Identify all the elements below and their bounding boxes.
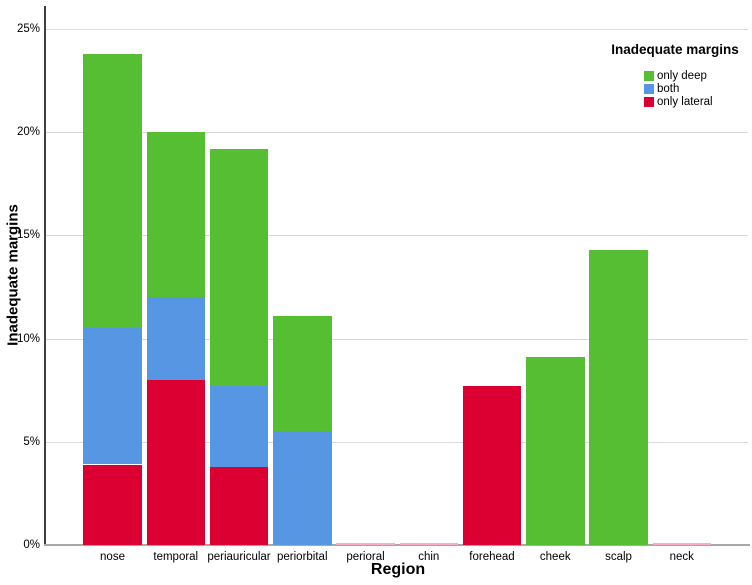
near-zero-bar xyxy=(399,543,458,545)
gridline xyxy=(46,235,748,237)
gridline xyxy=(46,29,748,30)
bar-segment xyxy=(273,431,332,545)
x-tick-label: periauricular xyxy=(207,551,271,563)
y-tick-label: 5% xyxy=(23,435,40,448)
bar-segment xyxy=(462,386,522,545)
bar-segment xyxy=(273,315,332,432)
x-axis-line xyxy=(44,544,750,546)
y-axis-line xyxy=(44,6,46,545)
x-tick-label: cheek xyxy=(539,551,571,563)
x-tick-label: nose xyxy=(100,551,125,563)
legend-item-label: only lateral xyxy=(657,95,713,108)
bar-segment xyxy=(209,386,269,467)
y-tick-label: 0% xyxy=(23,539,40,551)
bar-segment xyxy=(526,357,585,545)
gridline xyxy=(46,132,748,134)
x-tick-label: forehead xyxy=(469,551,515,563)
legend-items: only deep both only lateral xyxy=(600,69,750,108)
legend-swatch xyxy=(644,70,654,81)
bar-segment xyxy=(146,379,205,545)
x-tick-label: scalp xyxy=(605,551,632,563)
x-tick-label: periorbital xyxy=(277,551,328,563)
gridline xyxy=(46,441,748,443)
x-axis-title: Region xyxy=(370,561,426,578)
legend-title: Inadequate margins xyxy=(611,42,739,57)
y-tick-label: 10% xyxy=(16,332,40,345)
x-tick-label: neck xyxy=(669,551,694,563)
bar-segment xyxy=(83,464,142,545)
bar-segment xyxy=(209,466,269,545)
bar-segment xyxy=(589,249,648,545)
near-zero-bar xyxy=(652,543,711,545)
y-tick-label: 20% xyxy=(16,126,40,139)
legend-item-label: only deep xyxy=(657,69,707,82)
bar-segment xyxy=(209,148,269,387)
legend-swatch xyxy=(644,96,654,107)
bar-segment xyxy=(83,53,142,329)
legend-item: only lateral xyxy=(644,95,750,108)
legend-item-label: both xyxy=(657,82,680,95)
y-tick-label: 25% xyxy=(16,23,40,35)
x-tick-label: chin xyxy=(418,551,440,563)
legend-item: only deep xyxy=(644,69,750,82)
bar-segment xyxy=(146,132,205,298)
near-zero-bar xyxy=(336,543,395,545)
legend-swatch xyxy=(644,83,654,94)
legend: Inadequate margins only deep both only lat… xyxy=(600,41,750,108)
bar-segment xyxy=(83,328,142,465)
bar-segment xyxy=(146,297,205,380)
y-tick-label: 15% xyxy=(16,229,40,242)
x-tick-label: temporal xyxy=(153,551,199,563)
y-axis-title: Inadequate margins xyxy=(4,204,22,346)
legend-item: both xyxy=(644,82,750,95)
x-tick-label: perioral xyxy=(346,551,385,563)
gridline xyxy=(46,338,748,340)
